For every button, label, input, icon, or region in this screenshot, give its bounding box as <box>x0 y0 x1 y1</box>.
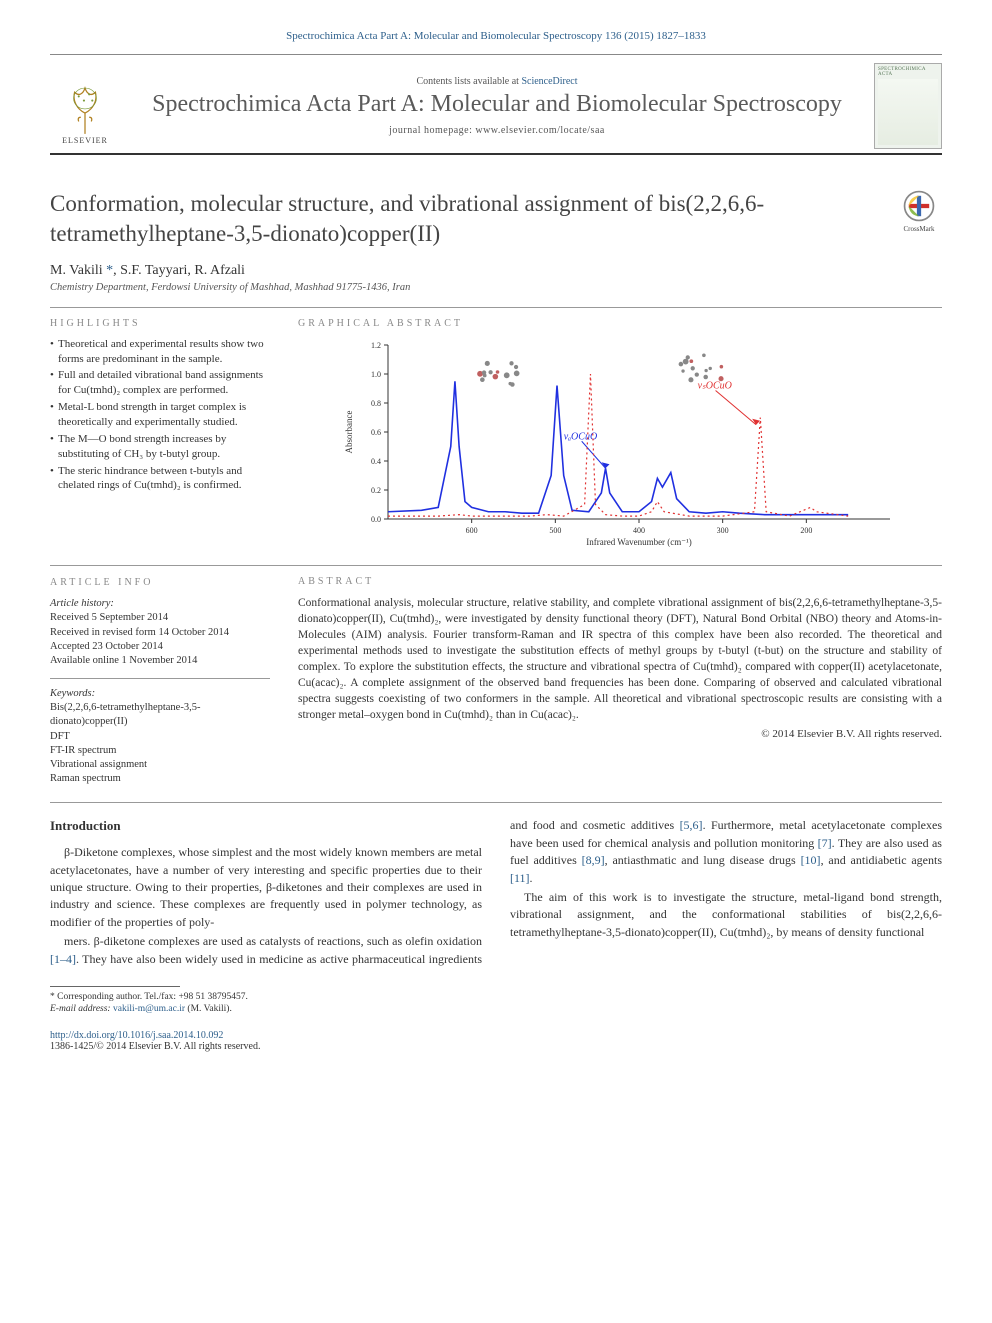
journal-cover-thumb: SPECTROCHIMICA ACTA <box>874 63 942 149</box>
intro-para-1: β-Diketone complexes, whose simplest and… <box>50 844 482 931</box>
svg-text:0.4: 0.4 <box>371 457 381 466</box>
doi-link[interactable]: http://dx.doi.org/10.1016/j.saa.2014.10.… <box>50 1030 223 1041</box>
ref-link[interactable]: [7] <box>818 836 832 850</box>
corr-author-line: * Corresponding author. Tel./fax: +98 51… <box>50 991 942 1003</box>
svg-text:1.2: 1.2 <box>371 341 381 350</box>
abstract-heading: ABSTRACT <box>298 576 942 587</box>
article-info-heading: ARTICLE INFO <box>50 576 270 590</box>
divider <box>50 802 942 803</box>
intro-text: , and antidiabetic agents <box>821 853 942 867</box>
history-line: Accepted 23 October 2014 <box>50 640 270 654</box>
graphical-abstract-block: GRAPHICAL ABSTRACT 0.0 0.2 0.4 0.6 0.8 1.0 1.2… <box>298 318 942 551</box>
ref-link[interactable]: [11] <box>510 871 530 885</box>
highlight-item: Full and detailed vibrational band assig… <box>50 368 270 398</box>
introduction-body: Introduction β-Diketone complexes, whose… <box>50 817 942 968</box>
abstract-copyright: © 2014 Elsevier B.V. All rights reserved… <box>298 728 942 740</box>
author-3: R. Afzali <box>194 263 245 278</box>
journal-name: Spectrochimica Acta Part A: Molecular an… <box>134 89 860 119</box>
introduction-heading: Introduction <box>50 817 482 836</box>
article-title: Conformation, molecular structure, and v… <box>50 189 878 249</box>
divider <box>50 565 942 566</box>
citation-line: Spectrochimica Acta Part A: Molecular an… <box>50 30 942 42</box>
authors-line: M. Vakili *, S.F. Tayyari, R. Afzali <box>50 263 942 279</box>
ref-link[interactable]: [5,6] <box>680 818 703 832</box>
email-label: E-mail address: <box>50 1004 113 1014</box>
highlights-block: HIGHLIGHTS Theoretical and experimental … <box>50 318 270 551</box>
divider <box>50 678 270 679</box>
elsevier-logo: ELSEVIER <box>50 67 120 145</box>
cover-thumb-title: SPECTROCHIMICA ACTA <box>878 67 938 77</box>
intro-text: mers. β-diketone complexes are used as c… <box>64 934 482 948</box>
svg-text:600: 600 <box>466 526 478 535</box>
author-1: M. Vakili <box>50 263 103 278</box>
svg-text:0.8: 0.8 <box>371 399 381 408</box>
graphical-abstract-chart: 0.0 0.2 0.4 0.6 0.8 1.0 1.2 600 500 400 300 200 Infr… <box>298 337 942 547</box>
svg-text:0.6: 0.6 <box>371 428 381 437</box>
history-line: Received in revised form 14 October 2014 <box>50 626 270 640</box>
intro-para-3: The aim of this work is to investigate t… <box>510 889 942 941</box>
svg-text:500: 500 <box>549 526 561 535</box>
keyword: Bis(2,2,6,6-tetramethylheptane-3,5-diona… <box>50 701 270 729</box>
keyword: Vibrational assignment <box>50 758 270 772</box>
keyword: DFT <box>50 730 270 744</box>
abstract-text: Conformational analysis, molecular struc… <box>298 595 942 724</box>
masthead: ELSEVIER Contents lists available at Sci… <box>50 54 942 155</box>
history-head: Article history: <box>50 597 270 611</box>
cover-thumb-body <box>878 79 938 145</box>
highlight-item: The M—O bond strength increases by subst… <box>50 432 270 462</box>
keyword: Raman spectrum <box>50 772 270 786</box>
keywords-head: Keywords: <box>50 687 270 701</box>
crossmark-badge[interactable]: CrossMark <box>896 189 942 233</box>
svg-text:νₐOCuO: νₐOCuO <box>564 431 597 442</box>
intro-text: , antiasthmatic and lung disease drugs <box>605 853 801 867</box>
history-line: Received 5 September 2014 <box>50 611 270 625</box>
elsevier-tree-icon <box>64 86 106 136</box>
svg-text:300: 300 <box>717 526 729 535</box>
article-info-block: ARTICLE INFO Article history: Received 5… <box>50 576 270 787</box>
email-tail: (M. Vakili). <box>185 1004 232 1014</box>
ref-link[interactable]: [10] <box>801 853 821 867</box>
masthead-center: Contents lists available at ScienceDirec… <box>134 76 860 136</box>
history-line: Available online 1 November 2014 <box>50 654 270 668</box>
ref-link[interactable]: [1–4] <box>50 952 76 966</box>
graphical-abstract-heading: GRAPHICAL ABSTRACT <box>298 318 942 329</box>
author-2: S.F. Tayyari <box>120 263 187 278</box>
svg-text:0.0: 0.0 <box>371 515 381 524</box>
elsevier-label: ELSEVIER <box>62 136 108 145</box>
highlight-item: Metal-L bond strength in target complex … <box>50 400 270 430</box>
footnote-divider <box>50 986 180 987</box>
svg-text:νₛOCuO: νₛOCuO <box>698 380 732 391</box>
crossmark-label: CrossMark <box>896 225 942 233</box>
doi-block: http://dx.doi.org/10.1016/j.saa.2014.10.… <box>50 1030 942 1052</box>
svg-text:0.2: 0.2 <box>371 486 381 495</box>
abstract-block: ABSTRACT Conformational analysis, molecu… <box>298 576 942 787</box>
intro-text: . <box>530 871 533 885</box>
journal-homepage: journal homepage: www.elsevier.com/locat… <box>134 125 860 136</box>
svg-text:400: 400 <box>633 526 645 535</box>
contents-list-line: Contents lists available at ScienceDirec… <box>134 76 860 87</box>
svg-text:1.0: 1.0 <box>371 370 381 379</box>
svg-text:Absorbance: Absorbance <box>344 410 354 453</box>
affiliation: Chemistry Department, Ferdowsi Universit… <box>50 282 942 293</box>
svg-text:Infrared Wavenumber (cm⁻¹): Infrared Wavenumber (cm⁻¹) <box>586 537 692 547</box>
contents-prefix: Contents lists available at <box>416 76 521 87</box>
corresponding-footnote: * Corresponding author. Tel./fax: +98 51… <box>50 991 942 1016</box>
highlight-item: The steric hindrance between t-butyls an… <box>50 464 270 494</box>
ref-link[interactable]: [8,9] <box>582 853 605 867</box>
divider <box>50 307 942 308</box>
keyword: FT-IR spectrum <box>50 744 270 758</box>
highlights-heading: HIGHLIGHTS <box>50 318 270 329</box>
email-link[interactable]: vakili-m@um.ac.ir <box>113 1004 185 1014</box>
highlights-list: Theoretical and experimental results sho… <box>50 337 270 493</box>
sciencedirect-link[interactable]: ScienceDirect <box>521 76 577 87</box>
crossmark-icon <box>902 189 936 223</box>
svg-text:200: 200 <box>800 526 812 535</box>
issn-line: 1386-1425/© 2014 Elsevier B.V. All right… <box>50 1041 942 1052</box>
highlight-item: Theoretical and experimental results sho… <box>50 337 270 367</box>
